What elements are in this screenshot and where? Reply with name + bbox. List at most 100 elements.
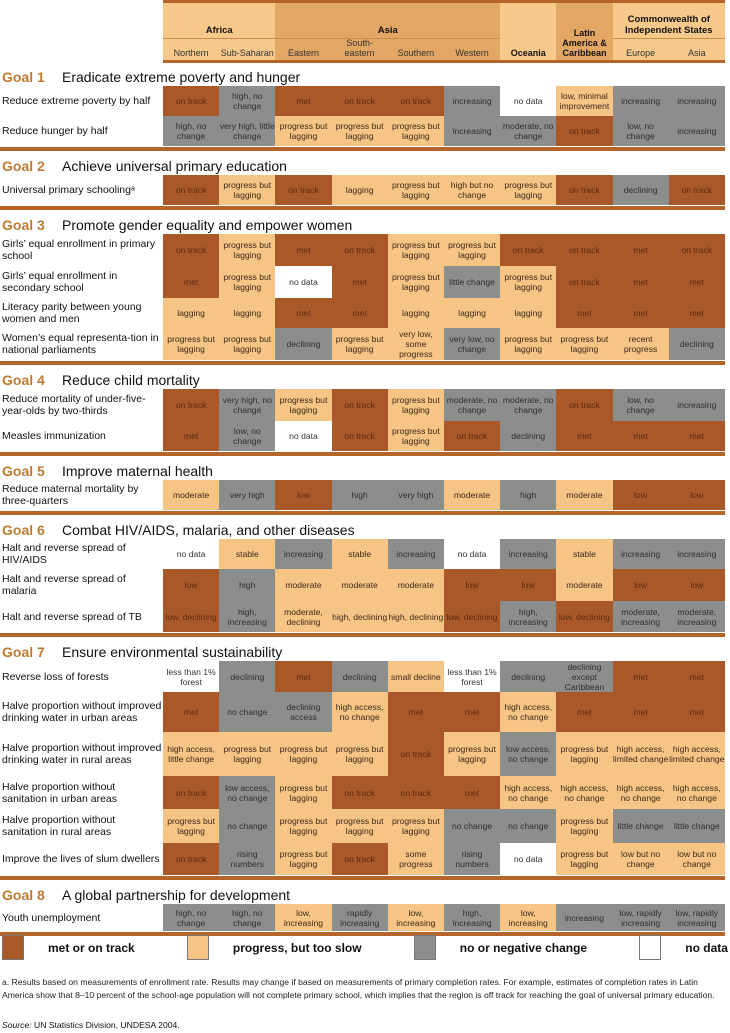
indicator-row: Halve proportion without improved drinki… (0, 692, 730, 732)
status-cell: on track (556, 389, 613, 421)
status-cell: small decline (387, 661, 444, 692)
status-cell: moderate (331, 569, 388, 601)
status-cell: no change (500, 809, 557, 843)
status-cell: progress but lagging (500, 266, 557, 298)
indicator-label: Halve proportion without sanitation in r… (2, 814, 116, 838)
status-cell: met (443, 692, 501, 732)
status-cell: low (163, 569, 220, 601)
status-cell: increasing (500, 539, 557, 569)
status-cell: low, increasing (275, 904, 332, 931)
status-cell: lagging (331, 175, 388, 205)
indicator-label: Measles immunization (2, 430, 106, 442)
status-cell: progress but lagging (275, 116, 332, 146)
status-cell: progress but lagging (331, 732, 388, 776)
legend-swatch (639, 935, 662, 960)
status-cell: progress but lagging (387, 175, 444, 205)
status-cell: very high (387, 480, 444, 510)
status-cell: stable (331, 539, 388, 569)
status-cell: lagging (219, 298, 276, 328)
legend-swatch (186, 935, 209, 960)
status-cell: high (331, 480, 388, 510)
status-cell: progress but lagging (500, 328, 557, 360)
section-divider (0, 633, 725, 637)
source-note: Source: UN Statistics Division, UNDESA 2… (2, 1020, 180, 1030)
legend-item: met or on track (2, 935, 135, 960)
status-cell: moderate (275, 569, 332, 601)
status-cell: progress but lagging (556, 843, 613, 875)
status-cell: moderate, no change (443, 389, 501, 421)
status-cell: moderate (556, 569, 613, 601)
goal-name: A global partnership for development (62, 887, 291, 903)
indicator-row: Universal primary schoolingᵃ on track prog… (0, 175, 730, 205)
region-column-label: Europe (626, 48, 656, 58)
status-cell: little change (443, 266, 501, 298)
status-cell: moderate (556, 480, 613, 510)
status-cell: met (612, 266, 669, 298)
footnote: a. Results based on measurements of enro… (2, 977, 715, 1000)
status-cell: progress but lagging (387, 809, 444, 843)
goal-title: Goal 4 Reduce child mortality (0, 371, 730, 389)
status-cell: met (612, 692, 669, 732)
status-cell: increasing (443, 86, 501, 116)
status-cell: met (668, 692, 725, 732)
status-cell: low (668, 480, 725, 510)
status-cell: met (163, 266, 220, 298)
indicator-label: Improve the lives of slum dwellers (2, 853, 160, 865)
goal-name: Achieve universal primary education (62, 158, 287, 174)
status-cell: on track (556, 234, 613, 266)
status-cell: lagging (387, 298, 444, 328)
status-cell: no data (500, 86, 557, 116)
status-cell: declining (668, 328, 725, 360)
status-cell: progress but lagging (331, 328, 388, 360)
indicator-label: Halt and reverse spread of TB (2, 610, 142, 623)
status-cell: high access, little change (163, 732, 220, 776)
legend-label: progress, but too slow (232, 940, 362, 955)
status-cell: low but no change (612, 843, 669, 875)
section-divider (0, 452, 725, 456)
status-cell: progress but lagging (387, 116, 444, 146)
region-column-label: Eastern (287, 48, 319, 58)
status-cell: increasing (668, 539, 725, 569)
status-cell: on track (331, 234, 388, 266)
status-cell: low (612, 569, 669, 601)
status-cell: increasing (443, 116, 501, 146)
status-cell: on track (443, 421, 501, 451)
status-cell: met (443, 776, 501, 809)
legend-swatch (2, 935, 24, 960)
status-cell: low, declining (163, 601, 220, 632)
status-cell: met (387, 692, 444, 732)
indicator-row: Girls’ equal enrollment in secondary sch… (0, 266, 730, 298)
status-cell: increasing (668, 86, 725, 116)
indicator-row: Reduce mortality of under-five-year-olds… (0, 389, 730, 421)
status-cell: high, no change (219, 86, 276, 116)
indicator-row: Reduce extreme poverty by half on track hi… (0, 86, 730, 116)
indicator-row: Halve proportion without sanitation in r… (0, 809, 730, 843)
status-cell: no data (275, 421, 332, 451)
status-cell: low (500, 569, 557, 601)
status-cell: met (275, 661, 332, 692)
status-cell: moderate, declining (275, 601, 332, 632)
status-cell: progress but lagging (331, 809, 388, 843)
status-cell: progress but lagging (163, 809, 220, 843)
region-group: Oceania (500, 3, 557, 60)
status-cell: progress but lagging (275, 389, 332, 421)
region-group-label: Africa (163, 3, 276, 39)
indicator-label: Girls’ equal enrollment in secondary sch… (2, 270, 118, 294)
indicator-row: Reduce maternal mortality by three-quart… (0, 480, 730, 510)
status-cell: rising numbers (443, 843, 501, 875)
status-cell: lagging (163, 298, 220, 328)
indicator-label: Halt and reverse spread of malaria (2, 573, 126, 597)
indicator-row: Reverse loss of forests less than 1% fore… (0, 661, 730, 692)
status-cell: on track (668, 234, 725, 266)
status-cell: low, increasing (387, 904, 444, 931)
status-cell: lagging (443, 298, 501, 328)
status-cell: no change (443, 809, 501, 843)
status-cell: on track (556, 175, 613, 205)
indicator-label: Reverse loss of forests (2, 670, 109, 683)
goal-section: Goal 5 Improve maternal health Reduce mate… (0, 462, 730, 515)
indicator-label: Women’s equal representa-tion in nationa… (2, 332, 159, 356)
status-cell: progress but lagging (387, 266, 444, 298)
region-group: Asia Eastern South-eastern Southern Western (275, 3, 501, 60)
status-cell: stable (219, 539, 276, 569)
status-cell: progress but lagging (443, 234, 501, 266)
